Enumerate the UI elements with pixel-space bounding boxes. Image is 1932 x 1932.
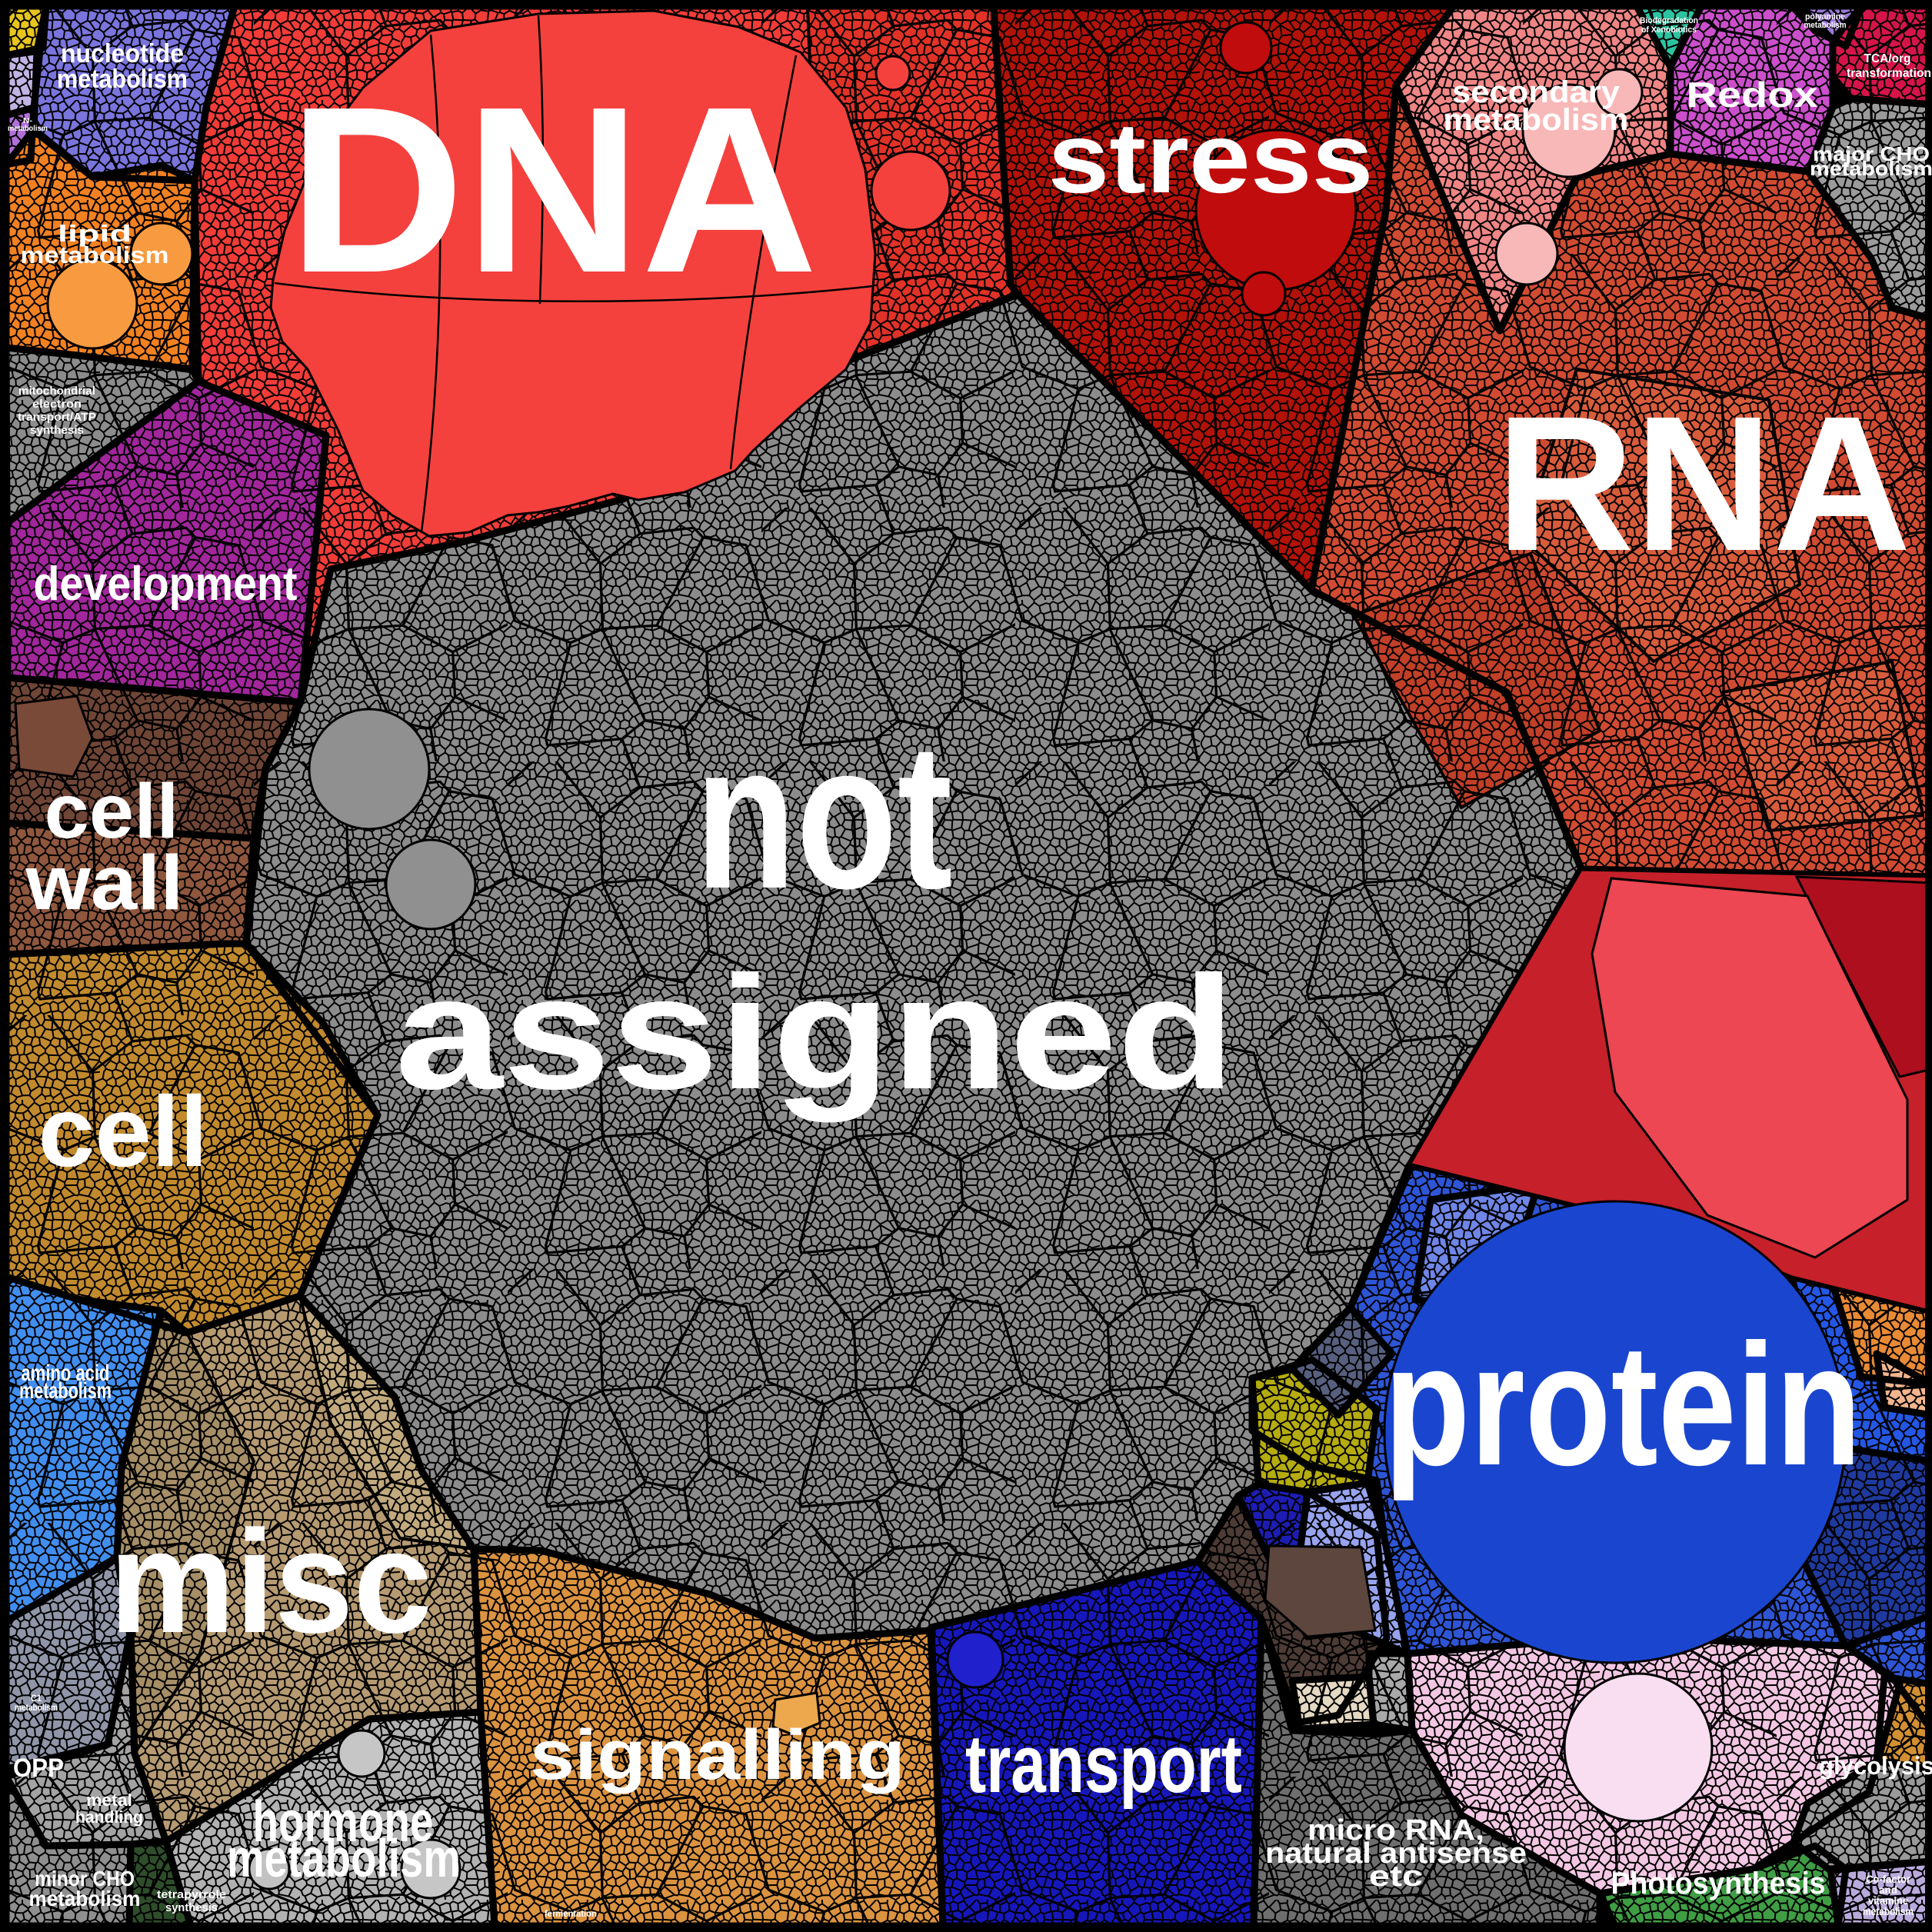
svg-text:of Xenobiotics: of Xenobiotics — [1641, 25, 1697, 35]
svg-text:stress: stress — [1048, 102, 1374, 214]
svg-text:tetrapyrrole: tetrapyrrole — [157, 1888, 226, 1901]
svg-text:transformation: transformation — [1847, 67, 1931, 80]
svg-text:signalling: signalling — [530, 1716, 905, 1794]
svg-text:metal: metal — [86, 1790, 132, 1810]
svg-text:and: and — [1879, 1884, 1897, 1896]
svg-text:minor CHO: minor CHO — [35, 1867, 135, 1890]
svg-text:protein: protein — [1384, 1307, 1862, 1501]
svg-text:micro RNA,: micro RNA, — [1307, 1814, 1484, 1847]
svg-text:misc: misc — [109, 1501, 432, 1664]
svg-text:synthesis: synthesis — [30, 424, 84, 437]
svg-text:metabolism: metabolism — [57, 65, 188, 94]
svg-text:glycolysis: glycolysis — [1819, 1752, 1932, 1780]
svg-text:DNA: DNA — [288, 58, 818, 322]
svg-text:metabolism: metabolism — [15, 1702, 58, 1713]
svg-text:cell: cell — [38, 1075, 208, 1188]
svg-text:transport/ATP: transport/ATP — [18, 411, 96, 424]
svg-text:polyamine: polyamine — [1805, 12, 1845, 22]
svg-text:cell: cell — [45, 768, 179, 854]
svg-text:transport: transport — [965, 1717, 1242, 1810]
svg-text:N-: N- — [23, 117, 32, 125]
svg-text:metabolism: metabolism — [1810, 157, 1932, 180]
svg-text:TCA/org: TCA/org — [1864, 52, 1911, 65]
svg-text:etc: etc — [1369, 1860, 1423, 1893]
svg-text:Biodegradation: Biodegradation — [1640, 16, 1698, 25]
svg-text:OPP: OPP — [13, 1754, 64, 1783]
svg-text:metabolism: metabolism — [19, 1378, 112, 1404]
svg-text:secondary: secondary — [1452, 75, 1621, 109]
svg-text:Co-factor: Co-factor — [1866, 1873, 1911, 1885]
svg-text:nucleotide: nucleotide — [61, 39, 184, 68]
svg-text:Redox: Redox — [1687, 75, 1818, 115]
svg-text:metabolism: metabolism — [21, 242, 169, 268]
svg-text:electron: electron — [32, 398, 82, 411]
svg-text:handling: handling — [75, 1807, 143, 1827]
svg-text:major CHO: major CHO — [1813, 142, 1930, 165]
svg-text:metabolism: metabolism — [29, 1887, 141, 1910]
svg-text:metabolism: metabolism — [1863, 1905, 1914, 1917]
svg-text:metabolism: metabolism — [8, 125, 48, 133]
svg-text:Photosynthesis: Photosynthesis — [1611, 1867, 1826, 1900]
svg-text:metabolism: metabolism — [1804, 21, 1847, 30]
svg-text:metabolism: metabolism — [227, 1828, 461, 1888]
svg-text:lipid: lipid — [58, 220, 132, 247]
svg-text:C1: C1 — [31, 1693, 42, 1704]
svg-text:metabolism: metabolism — [1444, 103, 1629, 137]
svg-text:amino acid: amino acid — [22, 1361, 110, 1386]
svg-text:not: not — [695, 701, 953, 932]
svg-text:RNA: RNA — [1496, 376, 1911, 591]
svg-text:natural antisense: natural antisense — [1265, 1837, 1527, 1870]
svg-text:mitochondrial: mitochondrial — [18, 385, 95, 398]
svg-text:fermentation: fermentation — [545, 1908, 597, 1919]
svg-text:wall: wall — [25, 840, 183, 926]
svg-text:synthesis: synthesis — [165, 1901, 218, 1914]
svg-text:hormone: hormone — [253, 1789, 434, 1854]
svg-text:assigned: assigned — [395, 942, 1236, 1123]
svg-text:vitamine: vitamine — [1868, 1894, 1908, 1907]
svg-text:development: development — [34, 558, 298, 611]
